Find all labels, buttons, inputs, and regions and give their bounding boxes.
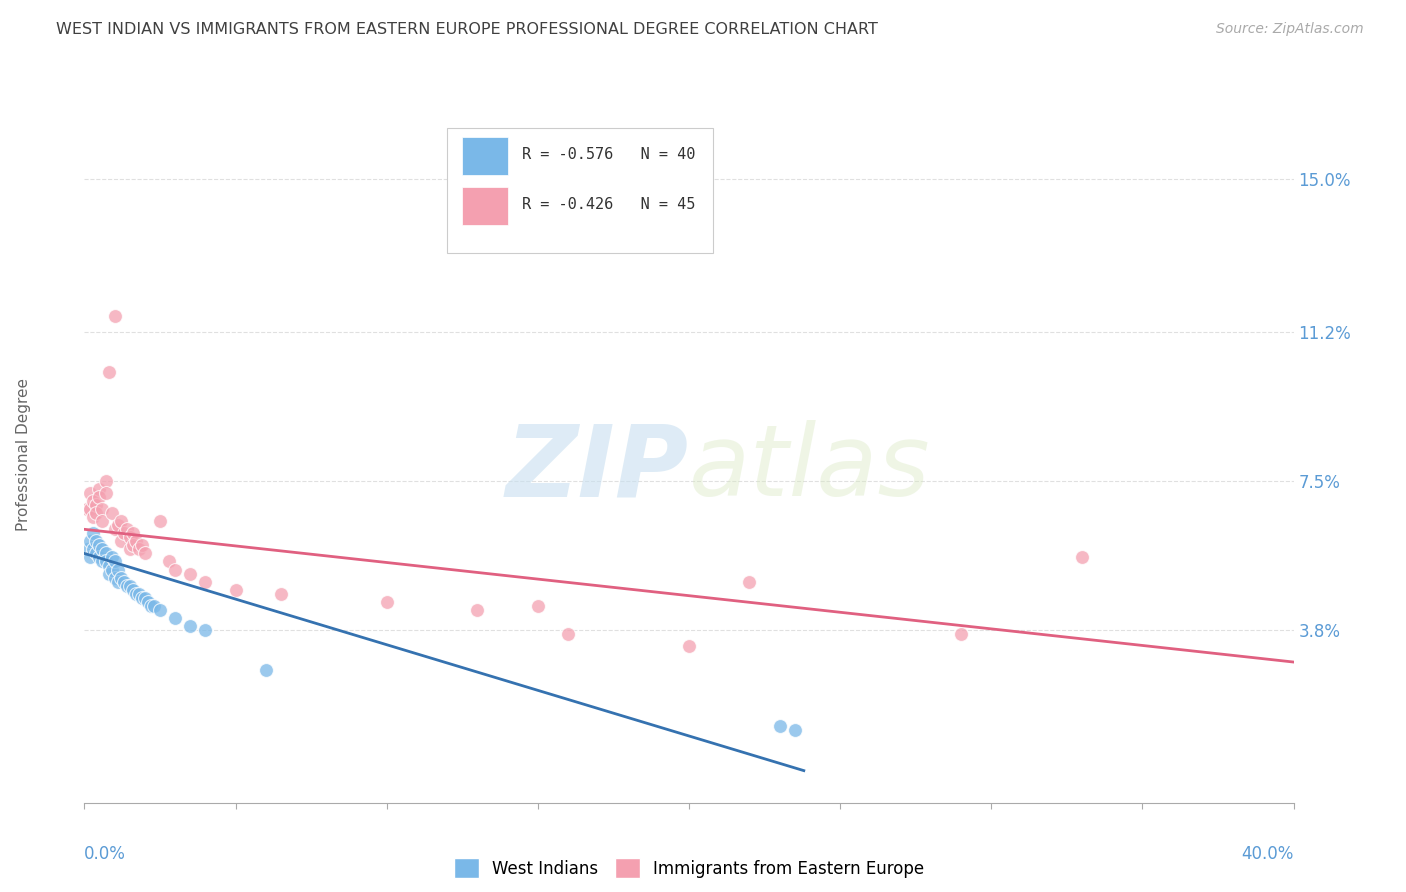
Point [128, 542, 150, 557]
Point [557, 627, 579, 641]
Point [107, 562, 129, 576]
Point [121, 582, 143, 597]
Point [136, 595, 159, 609]
Point [375, 595, 398, 609]
Text: R = -0.576   N = 40: R = -0.576 N = 40 [522, 147, 696, 161]
Point [128, 587, 150, 601]
Point [121, 526, 143, 541]
Point [91, 514, 114, 528]
Point [104, 522, 127, 536]
FancyBboxPatch shape [461, 187, 508, 226]
Point [76, 542, 98, 557]
Text: Professional Degree: Professional Degree [17, 378, 31, 532]
Point [125, 534, 148, 549]
Point [118, 579, 141, 593]
Point [94, 554, 117, 568]
Point [82, 494, 104, 508]
Point [91, 542, 114, 557]
Point [112, 526, 135, 541]
Point [110, 514, 132, 528]
Point [118, 542, 141, 557]
Point [179, 619, 201, 633]
Point [157, 554, 180, 568]
Point [79, 550, 101, 565]
Point [165, 562, 187, 576]
Point [91, 554, 114, 568]
Point [194, 623, 217, 637]
Point [467, 603, 489, 617]
Point [100, 550, 122, 565]
Point [97, 558, 120, 573]
Text: ZIP: ZIP [506, 420, 689, 517]
FancyBboxPatch shape [461, 137, 508, 175]
Point [121, 538, 143, 552]
Point [91, 502, 114, 516]
Point [142, 599, 165, 613]
Text: atlas: atlas [689, 420, 931, 517]
Point [89, 490, 111, 504]
Point [86, 506, 108, 520]
Point [225, 582, 247, 597]
Point [104, 554, 127, 568]
Point [86, 534, 108, 549]
Point [76, 502, 98, 516]
Point [131, 538, 153, 552]
Point [678, 639, 700, 653]
Point [82, 526, 104, 541]
Point [110, 571, 132, 585]
Point [165, 611, 187, 625]
Point [89, 550, 111, 565]
Point [769, 719, 792, 733]
Point [82, 510, 104, 524]
FancyBboxPatch shape [447, 128, 713, 253]
Point [131, 591, 153, 605]
Point [194, 574, 217, 589]
Point [179, 566, 201, 581]
Text: R = -0.426   N = 45: R = -0.426 N = 45 [522, 197, 696, 212]
Point [104, 571, 127, 585]
Point [110, 534, 132, 549]
Point [107, 574, 129, 589]
Point [100, 506, 122, 520]
Point [94, 474, 117, 488]
Point [79, 534, 101, 549]
Point [89, 538, 111, 552]
Legend: West Indians, Immigrants from Eastern Europe: West Indians, Immigrants from Eastern Eu… [447, 851, 931, 885]
Text: 40.0%: 40.0% [1241, 845, 1294, 863]
Point [115, 579, 138, 593]
Text: 0.0%: 0.0% [84, 845, 127, 863]
Point [950, 627, 973, 641]
Point [79, 502, 101, 516]
Point [134, 546, 156, 560]
Point [134, 591, 156, 605]
Point [112, 574, 135, 589]
Point [82, 542, 104, 557]
Point [270, 587, 292, 601]
Point [738, 574, 761, 589]
Point [86, 498, 108, 512]
Point [149, 603, 172, 617]
Point [125, 587, 148, 601]
Point [79, 486, 101, 500]
Point [139, 599, 162, 613]
Point [94, 486, 117, 500]
Point [89, 482, 111, 496]
Point [149, 514, 172, 528]
Point [254, 663, 277, 677]
Text: Source: ZipAtlas.com: Source: ZipAtlas.com [1216, 22, 1364, 37]
Point [100, 562, 122, 576]
Point [118, 530, 141, 544]
Point [107, 518, 129, 533]
Point [783, 723, 806, 738]
Point [97, 566, 120, 581]
Text: WEST INDIAN VS IMMIGRANTS FROM EASTERN EUROPE PROFESSIONAL DEGREE CORRELATION CH: WEST INDIAN VS IMMIGRANTS FROM EASTERN E… [56, 22, 879, 37]
Point [97, 366, 120, 380]
Point [86, 546, 108, 560]
Point [104, 309, 127, 323]
Point [1071, 550, 1094, 565]
Point [527, 599, 550, 613]
Point [115, 522, 138, 536]
Point [94, 546, 117, 560]
